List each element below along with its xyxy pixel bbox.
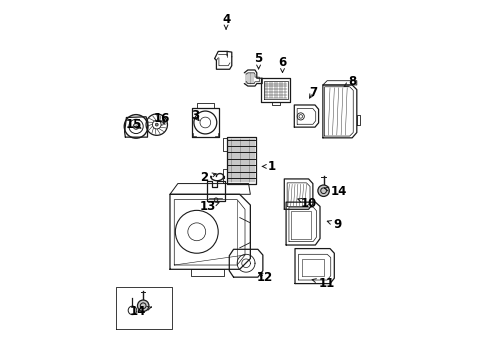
- Text: 16: 16: [154, 112, 171, 125]
- Text: 4: 4: [222, 13, 230, 29]
- Text: 12: 12: [257, 271, 273, 284]
- Text: 8: 8: [344, 75, 356, 88]
- Text: 7: 7: [309, 86, 317, 99]
- Circle shape: [318, 185, 329, 197]
- Text: 13: 13: [199, 200, 219, 213]
- Circle shape: [138, 300, 149, 311]
- Text: 14: 14: [130, 305, 151, 318]
- Text: 14: 14: [324, 185, 347, 198]
- Text: 9: 9: [327, 218, 342, 231]
- Text: 5: 5: [254, 52, 263, 69]
- Text: 6: 6: [278, 55, 287, 72]
- Circle shape: [155, 123, 158, 126]
- Text: 10: 10: [298, 197, 318, 210]
- Text: 2: 2: [200, 171, 216, 184]
- Text: 11: 11: [312, 277, 335, 290]
- Text: 1: 1: [262, 160, 276, 173]
- Text: 3: 3: [191, 109, 199, 122]
- Circle shape: [133, 123, 139, 129]
- Text: 15: 15: [126, 118, 143, 131]
